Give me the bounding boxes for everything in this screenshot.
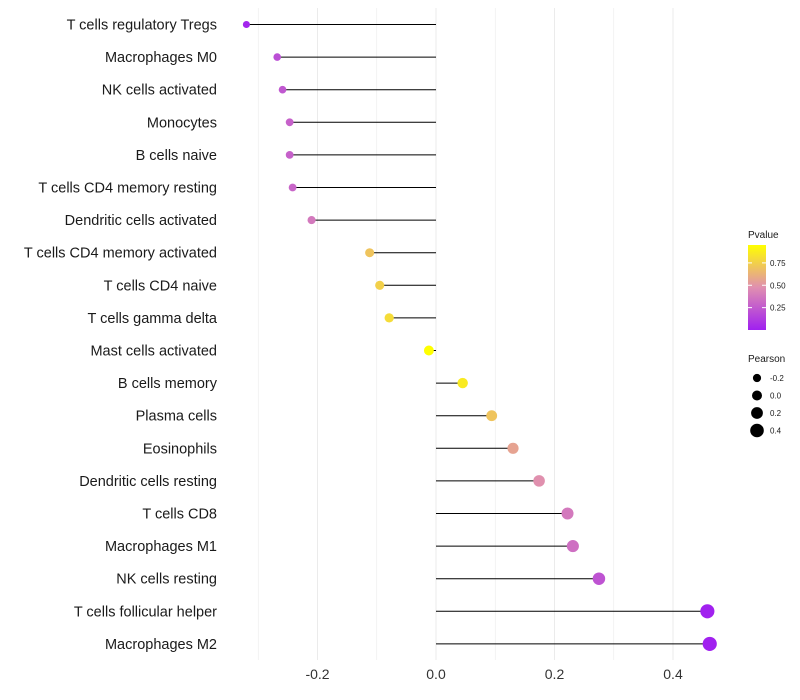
category-label: Macrophages M0 <box>105 50 217 66</box>
category-label: T cells follicular helper <box>74 604 217 620</box>
x-tick-label: 0.2 <box>545 666 565 682</box>
category-label: NK cells activated <box>102 83 217 99</box>
category-label: NK cells resting <box>116 572 217 588</box>
lollipop-point <box>285 151 294 159</box>
category-label: T cells CD4 memory activated <box>24 246 217 262</box>
pearson-legend-dot <box>750 423 764 438</box>
pvalue-tick-label: 0.75 <box>770 259 786 268</box>
category-label: Eosinophils <box>143 441 217 457</box>
category-label: Macrophages M2 <box>105 637 217 653</box>
lollipop-points <box>242 20 717 651</box>
grid-lines <box>257 8 674 660</box>
lollipop-stems <box>246 24 710 645</box>
lollipop-point <box>702 636 717 651</box>
lollipop-point <box>533 475 545 487</box>
category-label: Mast cells activated <box>90 344 217 360</box>
x-tick-label: -0.2 <box>305 666 329 682</box>
category-label: Macrophages M1 <box>105 539 217 555</box>
lollipop-point <box>375 280 385 290</box>
category-label: Dendritic cells activated <box>65 213 217 229</box>
lollipop-point <box>566 540 579 553</box>
pvalue-colorbar <box>748 245 766 330</box>
category-label: Plasma cells <box>136 409 217 425</box>
pearson-legend-dot <box>752 390 762 401</box>
category-label: B cells naive <box>136 148 217 164</box>
lollipop-point <box>700 604 715 619</box>
pearson-legend-label: 0.4 <box>770 427 782 436</box>
pearson-legend-label: 0.2 <box>770 409 782 418</box>
lollipop-point <box>486 410 498 422</box>
pvalue-legend-ticks: 0.25 0.50 0.75 <box>748 259 786 313</box>
category-label: T cells gamma delta <box>88 311 218 327</box>
pearson-legend-keys: -0.2 0.0 0.2 0.4 <box>750 373 784 438</box>
lollipop-point <box>242 20 250 29</box>
pearson-legend-label: 0.0 <box>770 392 782 401</box>
pearson-legend-title: Pearson <box>748 354 785 365</box>
category-label: T cells CD4 naive <box>104 278 217 294</box>
lollipop-point <box>423 345 434 356</box>
category-label: T cells CD8 <box>142 507 217 523</box>
lollipop-point <box>273 53 282 61</box>
pvalue-legend-title: Pvalue <box>748 230 779 241</box>
lollipop-point <box>285 118 294 127</box>
category-label: Dendritic cells resting <box>79 474 217 490</box>
category-label: Monocytes <box>147 115 217 131</box>
x-tick-label: 0.4 <box>663 666 683 682</box>
pearson-legend-dot <box>751 407 763 419</box>
lollipop-point <box>278 85 287 94</box>
x-axis-tick-labels: -0.2 0.0 0.2 0.4 <box>305 666 683 682</box>
pvalue-tick-label: 0.50 <box>770 281 786 290</box>
pearson-legend-label: -0.2 <box>770 374 784 383</box>
pearson-legend: Pearson -0.2 0.0 0.2 0.4 <box>748 354 785 438</box>
pearson-legend-dot <box>752 373 762 383</box>
category-label: B cells memory <box>118 376 218 392</box>
lollipop-point <box>288 183 297 192</box>
pvalue-tick-label: 0.25 <box>770 304 786 313</box>
category-label: T cells regulatory Tregs <box>67 18 217 34</box>
lollipop-point <box>561 507 574 520</box>
lollipop-point <box>307 216 316 225</box>
lollipop-point <box>457 377 468 389</box>
lollipop-point <box>384 313 394 323</box>
lollipop-point <box>365 248 375 258</box>
x-tick-label: 0.0 <box>426 666 446 682</box>
lollipop-point <box>507 442 519 454</box>
pvalue-legend: Pvalue 0.25 0.50 0.75 <box>748 230 786 330</box>
y-axis-category-labels: T cells regulatory Tregs Macrophages M0 NK… <box>24 18 218 653</box>
category-label: T cells CD4 memory resting <box>38 181 217 197</box>
lollipop-point <box>592 572 606 585</box>
